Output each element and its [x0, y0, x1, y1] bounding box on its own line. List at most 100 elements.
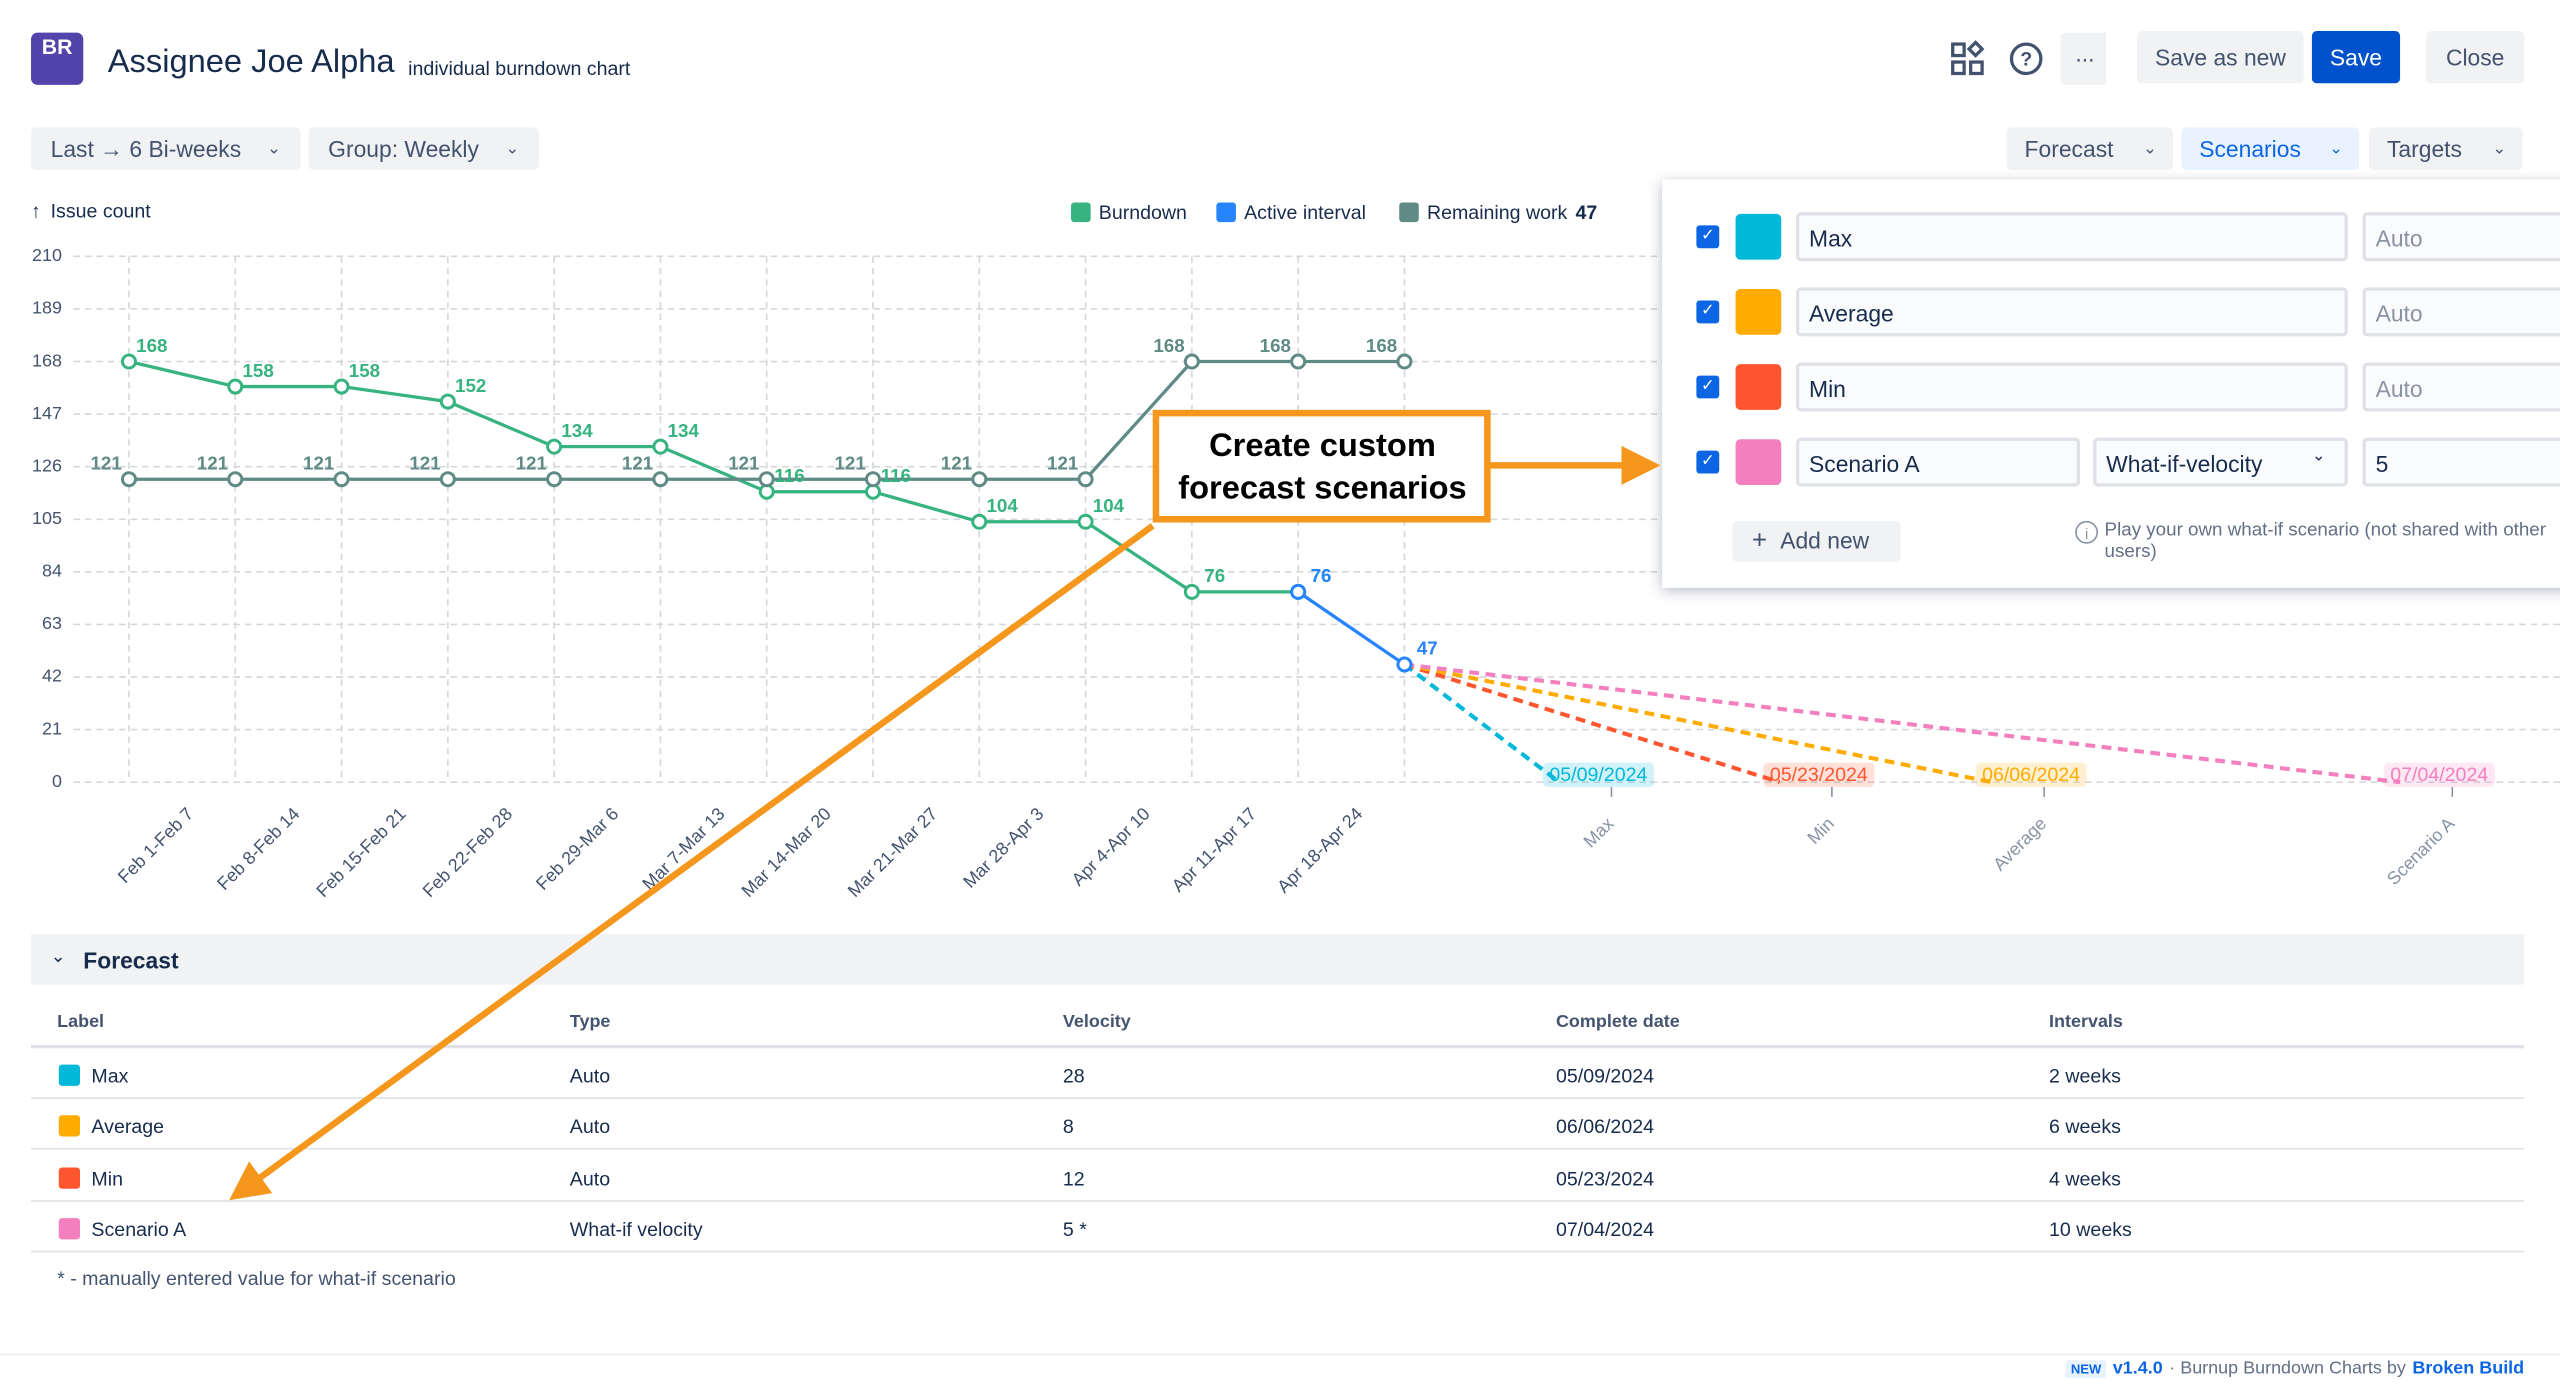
- y-tick-label: 63: [42, 613, 62, 633]
- point-label: 158: [349, 360, 380, 381]
- table-cell: 05/09/2024: [1555, 1064, 1655, 1088]
- save-as-new-button[interactable]: Save as new: [2137, 31, 2304, 84]
- section-title: Forecast: [83, 947, 179, 974]
- legend-label: Remaining work: [1427, 202, 1568, 224]
- y-tick-label: 147: [32, 403, 62, 423]
- color-swatch: [1735, 439, 1782, 485]
- scenario-hint: Play your own what-if scenario (not shar…: [2104, 520, 2547, 562]
- point: [1290, 583, 1307, 600]
- select-chevron: ⌄: [2311, 447, 2326, 466]
- y-tick-label: 84: [42, 561, 62, 581]
- forecast-line: [1404, 662, 2401, 785]
- footnote: * - manually entered value for what-if s…: [57, 1267, 456, 1290]
- point-label: 152: [455, 375, 486, 396]
- y-tick-label: 21: [42, 718, 62, 738]
- point-label: 104: [1093, 495, 1125, 516]
- point: [865, 471, 882, 488]
- dropdown-text: Last → 6 Bi-weeks: [50, 135, 242, 162]
- point: [1290, 353, 1307, 370]
- date-label-bg: [1763, 762, 1875, 788]
- table-cell: 5 *: [1062, 1217, 1087, 1241]
- checkbox[interactable]: ✓: [1696, 225, 1720, 249]
- svg-text:...: ...: [2075, 41, 2094, 67]
- group-dropdown[interactable]: Group: Weekly ⌄: [308, 127, 539, 170]
- footer: NEW v1.4.0 · Burnup Burndown Charts by B…: [2065, 1358, 2525, 1379]
- footer-link[interactable]: Broken Build: [2412, 1358, 2525, 1379]
- point-label: 121: [197, 452, 228, 473]
- point-label: 76: [1204, 565, 1225, 586]
- title: Assignee Joe Alpha: [107, 44, 395, 81]
- point: [971, 471, 988, 488]
- point-label: 121: [303, 452, 334, 473]
- checkbox[interactable]: ✓: [1696, 450, 1720, 474]
- point: [439, 471, 456, 488]
- forecast-section-header[interactable]: ⌄ Forecast: [31, 934, 2525, 985]
- save-button[interactable]: Save: [2311, 31, 2401, 84]
- add-new-button[interactable]: + Add new: [1732, 520, 1901, 562]
- column-header: Complete date: [1555, 1012, 1680, 1032]
- point: [652, 438, 669, 455]
- point-label: 76: [1311, 565, 1332, 586]
- point-label: 121: [516, 452, 547, 473]
- y-tick-label: 189: [32, 298, 62, 318]
- targets-dropdown[interactable]: Targets ⌄: [2369, 127, 2523, 170]
- legend-swatch: [1399, 202, 1419, 223]
- point: [758, 471, 775, 488]
- column-header: Type: [569, 1012, 611, 1032]
- checkbox[interactable]: ✓: [1696, 300, 1720, 324]
- table-cell: 12: [1062, 1166, 1085, 1190]
- y-tick-label: 168: [32, 350, 62, 370]
- point: [971, 513, 988, 530]
- table-cell: 6 weeks: [2049, 1115, 2121, 1139]
- y-tick-label: 210: [32, 245, 62, 265]
- scenarios-dropdown[interactable]: Scenarios ⌄: [2181, 127, 2360, 170]
- point-label: 168: [1366, 335, 1397, 356]
- table-cell: 8: [1062, 1115, 1074, 1139]
- point: [1396, 656, 1413, 673]
- point: [227, 471, 244, 488]
- table-rule: [31, 1199, 2525, 1202]
- table-cell: 4 weeks: [2049, 1166, 2121, 1190]
- close-button[interactable]: Close: [2426, 31, 2525, 84]
- point-label: 134: [561, 420, 593, 441]
- series-line: [1297, 590, 1406, 666]
- series-line: [128, 359, 1299, 594]
- table-cell: 06/06/2024: [1555, 1115, 1655, 1139]
- checkbox[interactable]: ✓: [1696, 375, 1720, 399]
- table-cell: 2 weeks: [2049, 1064, 2121, 1088]
- header-icons: ? ...: [1951, 32, 2107, 85]
- point-label: 104: [986, 495, 1018, 516]
- range-dropdown[interactable]: Last → 6 Bi-weeks ⌄: [31, 127, 301, 170]
- forecast-axis-label: Average: [1989, 813, 2050, 874]
- row-swatch: [58, 1166, 81, 1189]
- dropdown-text: Targets: [2387, 135, 2462, 162]
- scenario-type-select: What-if-velocity: [2093, 437, 2348, 487]
- point: [439, 393, 456, 410]
- logo[interactable]: BR: [31, 32, 84, 85]
- table-cell: Auto: [569, 1064, 611, 1088]
- scenario-velocity-input: 5: [2362, 437, 2560, 487]
- x-tick-label: Mar 7-Mar 13: [638, 804, 728, 894]
- y-tick-label: 105: [32, 508, 62, 528]
- point: [1077, 471, 1094, 488]
- x-tick-label: Feb 15-Feb 21: [312, 804, 409, 901]
- table-cell: Min: [91, 1166, 124, 1190]
- forecast-date-label: 05/09/2024: [1549, 764, 1647, 786]
- color-swatch: [1735, 213, 1782, 260]
- point-label: 116: [881, 465, 911, 486]
- x-tick-label: Mar 21-Mar 27: [844, 804, 941, 901]
- point-label: 121: [90, 452, 121, 473]
- table-rule: [31, 1148, 2525, 1151]
- point-label: 168: [1153, 335, 1184, 356]
- point-label: 121: [728, 452, 759, 473]
- forecast-dropdown[interactable]: Forecast ⌄: [2006, 127, 2174, 170]
- forecast-line: [1403, 662, 1561, 784]
- scenario-type-input: Auto: [2362, 287, 2560, 337]
- y-axis-arrow: ↑: [31, 200, 41, 222]
- column-header: Label: [57, 1012, 105, 1032]
- point: [120, 353, 137, 370]
- legend-swatch: [1071, 202, 1091, 223]
- point: [1396, 353, 1413, 370]
- point-label: 168: [136, 335, 167, 356]
